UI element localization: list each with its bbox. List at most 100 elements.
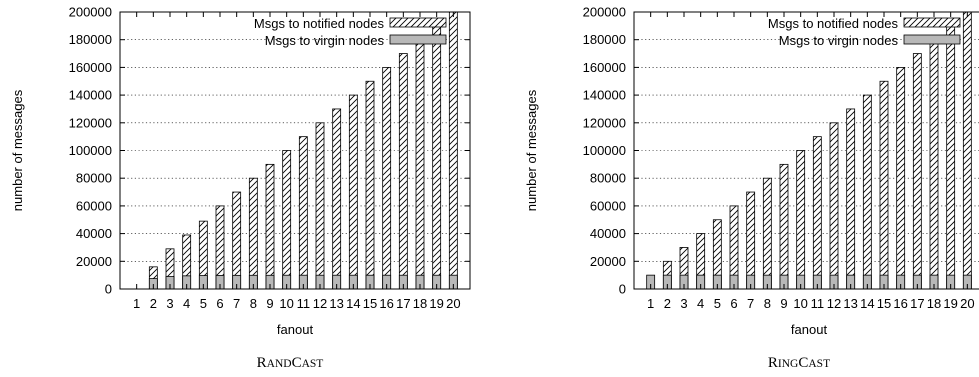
legend-label: Msgs to notified nodes [768, 16, 899, 31]
bar-notified-nodes [812, 136, 822, 289]
bar-notified-nodes [896, 67, 906, 289]
x-tick-label: 4 [183, 296, 190, 311]
y-tick-label: 20000 [76, 254, 112, 269]
y-axis: 0 20000 40000 60000 80000 100000 120000 140000 1… [583, 5, 639, 297]
bar-notified-nodes [862, 94, 872, 289]
bar-notified-nodes [398, 53, 408, 289]
x-tick-label: 16 [379, 296, 393, 311]
bar-virgin-nodes [232, 274, 242, 289]
bar-notified-nodes [746, 191, 756, 289]
grid [120, 39, 470, 262]
y-tick-label: 200000 [69, 5, 112, 20]
bar-notified-nodes [779, 163, 789, 289]
bar-notified-nodes [332, 108, 342, 289]
bar-notified-nodes [315, 122, 325, 289]
legend-swatch [389, 17, 447, 28]
x-tick-label: 16 [893, 296, 907, 311]
bar-notified-nodes [929, 39, 939, 289]
x-tick-label: 17 [910, 296, 924, 311]
grid [634, 39, 979, 262]
legend-label: Msgs to notified nodes [254, 16, 385, 31]
y-tick-label: 180000 [69, 32, 112, 47]
x-tick-label: 2 [664, 296, 671, 311]
bar-notified-nodes [415, 39, 425, 289]
y-tick-label: 0 [105, 282, 112, 297]
y-tick-label: 120000 [583, 115, 626, 130]
bar-virgin-nodes [265, 274, 275, 289]
bar-virgin-nodes [248, 274, 258, 289]
y-tick-label: 120000 [69, 115, 112, 130]
x-tick-label: 12 [313, 296, 327, 311]
bar-notified-nodes [365, 80, 375, 289]
bar-notified-nodes [248, 177, 258, 289]
y-tick-label: 100000 [69, 143, 112, 158]
x-axis: 1 2 3 4 5 6 7 8 9 10 11 12 13 14 15 16 17 18 19 20 [647, 12, 975, 311]
x-tick-label: 4 [697, 296, 704, 311]
x-tick-label: 19 [943, 296, 957, 311]
y-tick-label: 160000 [583, 60, 626, 75]
x-tick-label: 10 [279, 296, 293, 311]
x-tick-label: 14 [346, 296, 360, 311]
x-tick-label: 20 [446, 296, 460, 311]
x-tick-label: 18 [927, 296, 941, 311]
x-tick-label: 5 [714, 296, 721, 311]
bar-notified-nodes [382, 67, 392, 289]
x-tick-label: 13 [843, 296, 857, 311]
x-tick-label: 18 [413, 296, 427, 311]
x-tick-label: 1 [133, 296, 140, 311]
y-tick-label: 80000 [590, 171, 626, 186]
bar-notified-nodes [912, 53, 922, 289]
x-tick-label: 7 [233, 296, 240, 311]
y-tick-label: 160000 [69, 60, 112, 75]
bar-notified-nodes [165, 248, 175, 289]
x-tick-label: 20 [960, 296, 974, 311]
y-tick-label: 40000 [76, 226, 112, 241]
x-tick-label: 14 [860, 296, 874, 311]
x-tick-label: 17 [396, 296, 410, 311]
x-tick-label: 9 [266, 296, 273, 311]
ringcast-chart: 0 20000 40000 60000 80000 100000 120000 140000 1… [524, 5, 979, 371]
bar-notified-nodes [432, 25, 442, 289]
bar-notified-nodes [182, 234, 192, 289]
legend-label: Msgs to virgin nodes [779, 33, 899, 48]
y-tick-label: 80000 [76, 171, 112, 186]
x-tick-label: 3 [680, 296, 687, 311]
x-tick-label: 10 [793, 296, 807, 311]
bars [148, 12, 458, 289]
bar-notified-nodes [762, 177, 772, 289]
x-tick-label: 6 [216, 296, 223, 311]
x-tick-label: 8 [764, 296, 771, 311]
x-tick-label: 1 [647, 296, 654, 311]
chart-caption: RANDCAST [257, 355, 324, 371]
x-tick-label: 15 [877, 296, 891, 311]
chart-caption: RINGCAST [768, 355, 830, 371]
bar-notified-nodes [796, 150, 806, 289]
y-tick-label: 180000 [583, 32, 626, 47]
bar-notified-nodes [348, 94, 358, 289]
x-tick-label: 6 [730, 296, 737, 311]
bar-notified-nodes [298, 136, 308, 289]
x-tick-label: 11 [811, 296, 825, 311]
y-axis: 0 20000 40000 60000 80000 100000 120000 140000 1… [69, 5, 470, 297]
x-tick-label: 12 [827, 296, 841, 311]
y-tick-label: 0 [619, 282, 626, 297]
y-tick-label: 140000 [69, 88, 112, 103]
x-tick-label: 11 [297, 296, 311, 311]
bar-notified-nodes [712, 219, 722, 289]
x-tick-label: 2 [150, 296, 157, 311]
bar-notified-nodes [282, 150, 292, 289]
bars [646, 12, 972, 289]
y-tick-label: 20000 [590, 254, 626, 269]
bar-notified-nodes [946, 25, 956, 289]
y-tick-label: 140000 [583, 88, 626, 103]
legend-label: Msgs to virgin nodes [265, 33, 385, 48]
bar-virgin-nodes [165, 276, 175, 289]
randcast-chart: 0 20000 40000 60000 80000 100000 120000 140000 1… [10, 5, 471, 371]
bar-notified-nodes [829, 122, 839, 289]
legend: Msgs to notified nodes Msgs to virgin nod… [254, 16, 447, 48]
legend-swatch [903, 17, 961, 28]
y-tick-label: 200000 [583, 5, 626, 20]
legend-swatch [903, 34, 961, 45]
x-axis-label: fanout [791, 322, 828, 337]
